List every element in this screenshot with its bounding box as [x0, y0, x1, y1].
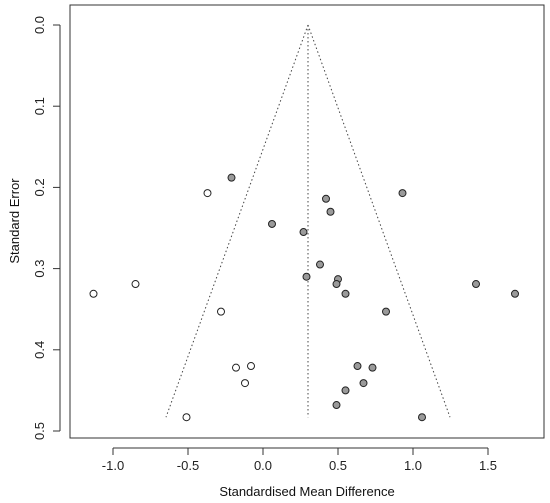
y-tick-label: 0.5 [32, 422, 47, 440]
imputed-study-point [232, 363, 240, 372]
imputed-study-point [247, 362, 255, 371]
observed-study-point [472, 280, 480, 289]
funnel-left-line [165, 24, 309, 418]
x-tick-label: 1.5 [479, 458, 497, 473]
imputed-study-point [241, 379, 249, 388]
observed-study-point [326, 207, 335, 216]
x-tick-label: 0.0 [254, 458, 272, 473]
imputed-study-point [217, 307, 225, 316]
y-tick-label: 0.1 [32, 97, 47, 115]
observed-study-point [302, 272, 311, 281]
x-tick-label: 0.5 [329, 458, 347, 473]
observed-study-point [332, 401, 341, 410]
funnel-lines [165, 24, 451, 418]
imputed-study-point [89, 289, 98, 298]
observed-study-point [353, 362, 362, 371]
study-points [89, 173, 519, 422]
imputed-study-point [203, 189, 212, 198]
observed-study-point [341, 289, 350, 298]
observed-study-point [398, 189, 407, 198]
y-tick-label: 0.2 [32, 178, 47, 196]
observed-study-point [359, 379, 368, 388]
y-axis-title: Standard Error [7, 178, 22, 264]
y-axis: 0.0 0.1 0.2 0.3 0.4 0.5 [32, 16, 61, 440]
imputed-study-point [182, 413, 191, 422]
observed-study-point [418, 413, 426, 422]
y-tick-label: 0.0 [32, 16, 47, 34]
observed-study-point [227, 173, 236, 182]
x-tick-label: -0.5 [177, 458, 199, 473]
x-axis-title: Standardised Mean Difference [219, 484, 394, 499]
observed-study-point [332, 280, 341, 289]
funnel-right-line [307, 24, 451, 418]
observed-study-point [341, 386, 350, 395]
observed-study-point [316, 260, 324, 269]
observed-study-point [268, 219, 276, 228]
observed-study-point [368, 363, 377, 372]
observed-study-point [322, 194, 330, 203]
y-tick-label: 0.3 [32, 260, 47, 278]
x-tick-label: -1.0 [102, 458, 124, 473]
observed-study-point [382, 307, 390, 316]
x-tick-label: 1.0 [404, 458, 422, 473]
observed-study-point [511, 289, 519, 298]
observed-study-point [299, 228, 308, 237]
imputed-study-point [131, 280, 140, 289]
x-axis: -1.0 -0.5 0.0 0.5 1.0 1.5 [102, 447, 497, 473]
y-tick-label: 0.4 [32, 341, 47, 359]
plot-frame [69, 4, 545, 439]
